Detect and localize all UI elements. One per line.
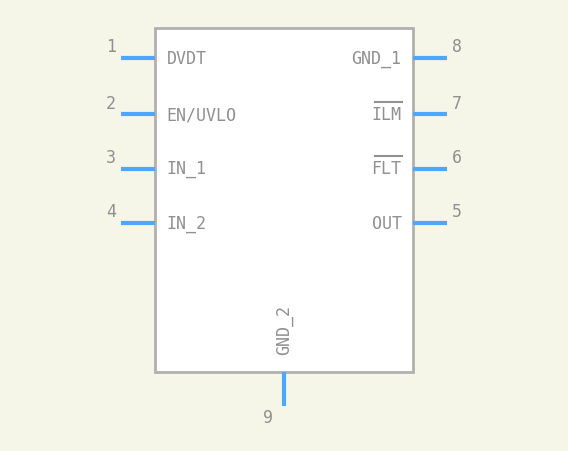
Bar	[155, 29, 413, 372]
Text: FLT: FLT	[371, 160, 402, 178]
Text: GND_1: GND_1	[352, 50, 402, 68]
Text: DVDT: DVDT	[166, 50, 207, 68]
Text: ILM: ILM	[371, 106, 402, 124]
Text: 8: 8	[452, 38, 462, 56]
Text: IN_1: IN_1	[166, 160, 207, 178]
Text: IN_2: IN_2	[166, 214, 207, 232]
Text: 7: 7	[452, 95, 462, 113]
Text: 5: 5	[452, 203, 462, 221]
Text: 2: 2	[106, 95, 116, 113]
Text: OUT: OUT	[371, 214, 402, 232]
Text: 6: 6	[452, 149, 462, 167]
Text: 1: 1	[106, 38, 116, 56]
Text: 4: 4	[106, 203, 116, 221]
Text: 9: 9	[262, 408, 273, 426]
Text: EN/UVLO: EN/UVLO	[166, 106, 236, 124]
Text: 3: 3	[106, 149, 116, 167]
Text: GND_2: GND_2	[275, 304, 293, 354]
